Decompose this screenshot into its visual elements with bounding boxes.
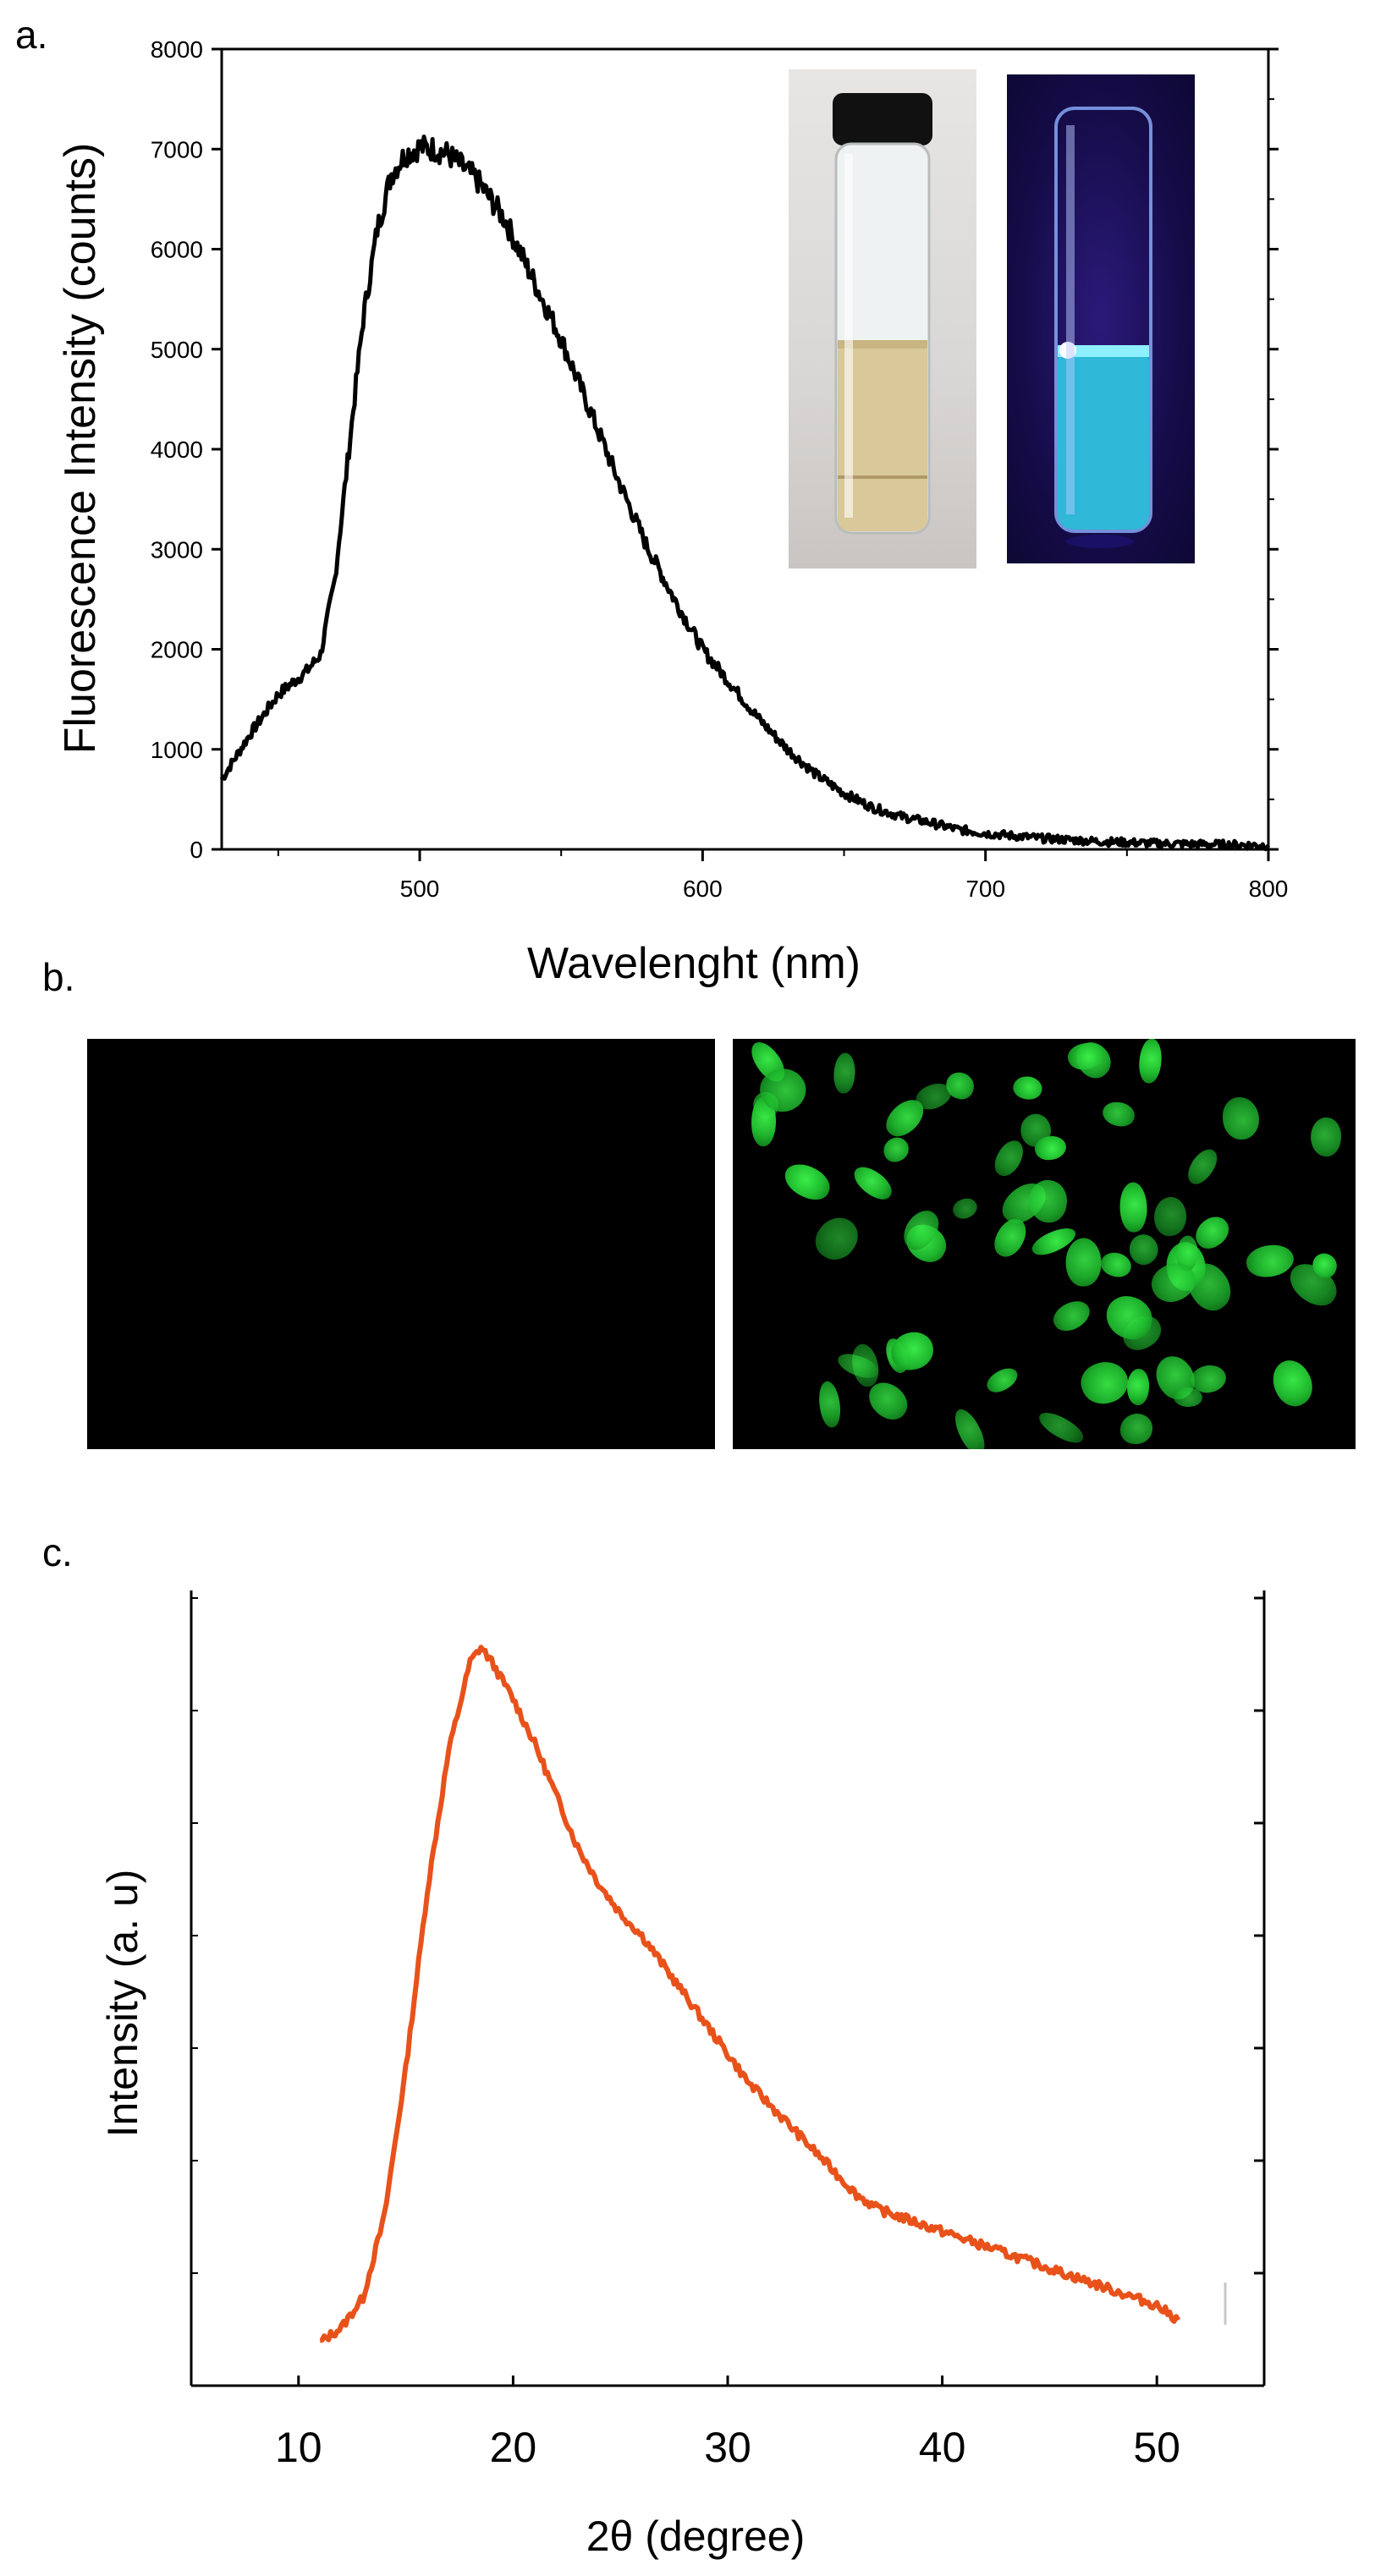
fluorescent-cell: [1064, 1236, 1103, 1288]
vial-uv-photo: [1007, 74, 1195, 563]
chart-c-xlabel: 2θ (degree): [586, 2513, 806, 2560]
chart-c-xtick-label: 50: [1133, 2424, 1180, 2471]
fluorescent-cell: [1119, 1413, 1153, 1445]
chart-c-xtick-label: 20: [490, 2424, 537, 2471]
chart-c-xtick-label: 10: [275, 2424, 322, 2471]
chart-c-xtick-label: 40: [919, 2424, 966, 2471]
vial-daylight-photo: [789, 69, 976, 568]
fluorescent-cell: [1138, 1039, 1163, 1085]
chart-c-intensity: 10 20 30 40 50 2θ (degree) Intensity (a. u): [99, 1590, 1266, 2560]
fluorescent-cell: [1118, 1181, 1149, 1233]
fluorescent-cell: [1243, 1240, 1297, 1282]
chart-c-ylabel: Intensity (a. u): [99, 1870, 146, 2138]
chart-a-series-line: [219, 135, 1271, 852]
fluorescent-cell: [1173, 1387, 1203, 1408]
fluorescent-cell: [982, 1363, 1022, 1398]
fluorescent-cell: [1101, 1100, 1136, 1129]
fluorescent-cell: [949, 1194, 981, 1223]
chart-a-ytick-label: 0: [190, 837, 203, 863]
chart-a-ytick-label: 5000: [151, 337, 203, 363]
fluorescent-cell: [1034, 1407, 1088, 1448]
chart-a-ytick-label: 4000: [151, 437, 203, 463]
fluorescent-cell: [848, 1161, 898, 1206]
fluorescent-cell: [1264, 1354, 1321, 1413]
chart-a-xtick-label: 600: [683, 876, 723, 902]
fluorescent-cell: [1308, 1115, 1344, 1159]
chart-a-xtick-label: 800: [1249, 876, 1289, 902]
chart-c-series-line: [319, 1645, 1181, 2343]
microscopy-image-control: [87, 1039, 715, 1449]
chart-a-ytick-label: 7000: [151, 136, 203, 162]
fluorescent-cell: [1048, 1294, 1095, 1337]
chart-a-xtick-label: 700: [965, 876, 1005, 902]
chart-a-xtick-label: 500: [400, 876, 440, 902]
panel-b-label: b.: [42, 955, 75, 999]
microscopy-image-fluorescent-cells: [733, 1039, 1356, 1449]
fluorescent-cell: [1010, 1073, 1045, 1103]
chart-a-ylabel: Fluorescence Intensity (counts): [56, 143, 105, 755]
chart-a-ytick-label: 6000: [151, 237, 203, 263]
fluorescent-cell: [1125, 1367, 1151, 1407]
fluorescent-cell: [808, 1209, 866, 1268]
chart-a-ytick-label: 3000: [151, 536, 203, 563]
fluorescent-cell: [1181, 1144, 1224, 1189]
fluorescent-cell: [990, 1135, 1028, 1181]
fluorescent-cell: [816, 1379, 844, 1430]
chart-a-ytick-label: 8000: [151, 36, 203, 63]
chart-a-ytick-label: 2000: [151, 637, 203, 663]
fluorescent-cell: [880, 1134, 912, 1166]
fluorescent-cell: [949, 1405, 991, 1449]
chart-a-xlabel: Wavelenght (nm): [527, 939, 861, 988]
chart-c-xtick-label: 30: [704, 2424, 751, 2471]
fluorescent-cell: [833, 1052, 855, 1094]
panel-a-label: a.: [15, 13, 48, 57]
fluorescent-cell: [1223, 1097, 1259, 1140]
chart-a-fluorescence: 0 1000 2000 3000 4000 5000 6000 7000 8000 500 600 7…: [56, 36, 1289, 988]
chart-a-ytick-label: 1000: [151, 737, 203, 763]
fluorescent-cell: [1075, 1354, 1134, 1411]
fluorescent-cell: [779, 1158, 835, 1206]
fluorescent-cell: [1152, 1195, 1188, 1238]
panel-c-label: c.: [42, 1530, 73, 1574]
